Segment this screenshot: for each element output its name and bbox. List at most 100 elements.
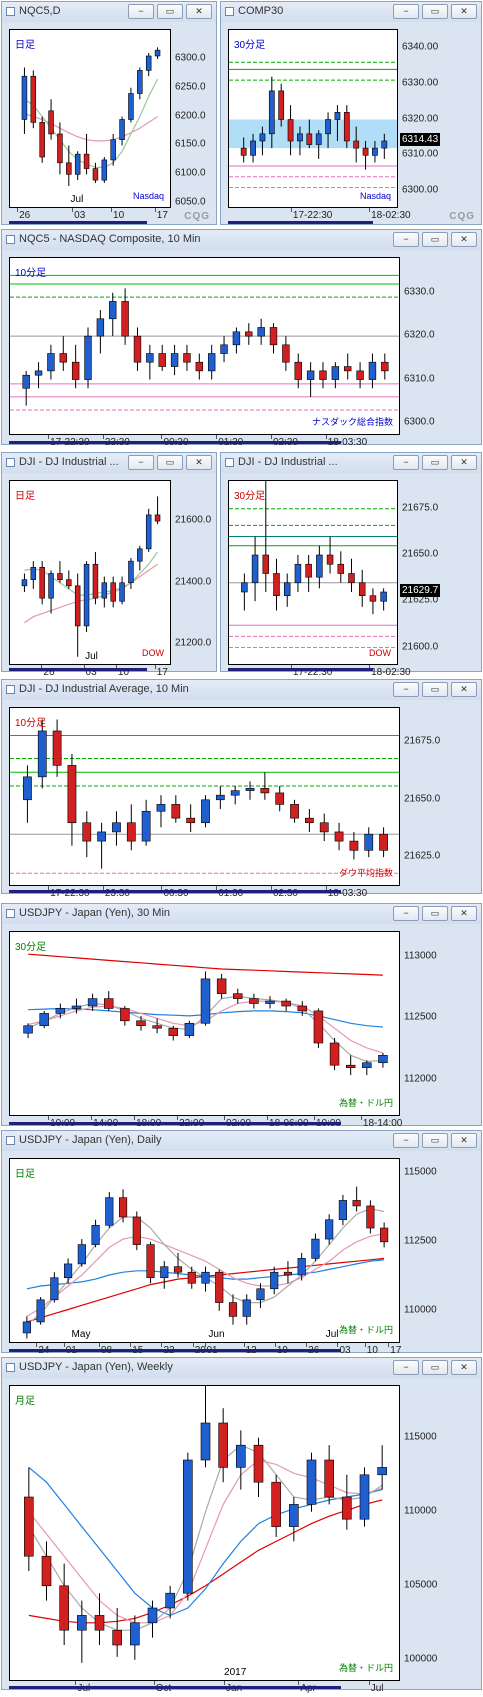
instrument-label: ナスダック総合指数 — [311, 417, 393, 427]
time-tick-label: 18-14:00 — [362, 1118, 403, 1129]
minimize-button[interactable]: − — [393, 906, 419, 921]
maximize-button[interactable]: ▭ — [422, 682, 448, 697]
candle-body — [334, 831, 344, 842]
candle-body — [230, 790, 240, 796]
candle-body — [304, 817, 314, 824]
scroll-bar[interactable] — [9, 668, 147, 671]
plot-area: 日足 為替・ドル円 — [9, 1158, 400, 1343]
maximize-button[interactable]: ▭ — [422, 232, 448, 247]
candle-body — [241, 582, 248, 593]
close-button[interactable]: ✕ — [451, 682, 477, 697]
close-button[interactable]: ✕ — [186, 4, 212, 19]
time-tick-label: 03 — [339, 1345, 351, 1356]
candle-body — [187, 1271, 196, 1284]
time-tick — [337, 1343, 339, 1347]
scroll-bar[interactable] — [9, 221, 147, 224]
price-chart-svg — [21, 47, 161, 186]
minimize-button[interactable]: − — [393, 232, 419, 247]
candle-body — [319, 370, 327, 380]
candle-body — [57, 133, 63, 164]
maximize-button[interactable]: ▭ — [422, 1360, 448, 1375]
time-tick — [192, 1343, 194, 1347]
close-button[interactable]: ✕ — [451, 232, 477, 247]
candle-body — [50, 1277, 59, 1301]
candle-body — [326, 554, 334, 565]
candle-body — [325, 1219, 334, 1240]
close-button[interactable]: ✕ — [451, 455, 477, 470]
candle-body — [41, 1555, 52, 1587]
window-icon — [6, 1363, 15, 1372]
candle-body — [39, 1013, 49, 1027]
candle-body — [84, 335, 92, 380]
moving-average-line — [24, 551, 159, 596]
candle-body — [362, 147, 369, 156]
time-tick-label: 10 — [113, 210, 125, 221]
instrument-label: 為替・ドル円 — [338, 1663, 393, 1673]
minimize-button[interactable]: − — [128, 455, 154, 470]
candle-body — [92, 563, 99, 599]
close-button[interactable]: ✕ — [186, 455, 212, 470]
scroll-bar[interactable] — [9, 890, 342, 893]
close-button[interactable]: ✕ — [451, 1360, 477, 1375]
scroll-bar[interactable] — [9, 1122, 342, 1125]
candle-body — [110, 582, 116, 602]
window-icon — [6, 235, 15, 244]
period-label: Jul — [70, 194, 84, 205]
window-title: NQC5,D — [19, 5, 61, 17]
candle-body — [369, 595, 377, 602]
candle-body — [110, 139, 116, 161]
time-tick-label: 23:30 — [104, 888, 130, 899]
candle-body — [240, 147, 247, 156]
scroll-bar[interactable] — [228, 668, 373, 671]
candle-body — [325, 119, 331, 135]
maximize-button[interactable]: ▭ — [157, 4, 183, 19]
close-button[interactable]: ✕ — [451, 1133, 477, 1148]
candle-body — [378, 1055, 388, 1064]
moving-average-line — [26, 1233, 385, 1317]
candle-body — [171, 804, 181, 819]
candle-body — [48, 110, 54, 135]
candle-body — [21, 579, 28, 587]
chart-window-p5: DJI - DJ Industrial ... − ▭ ✕ 30分足 DOW 21675.0… — [220, 452, 482, 678]
candle-body — [66, 579, 72, 587]
maximize-button[interactable]: ▭ — [422, 1133, 448, 1148]
candle-body — [103, 998, 114, 1009]
candle-body — [74, 585, 81, 627]
minimize-button[interactable]: − — [393, 1360, 419, 1375]
maximize-button[interactable]: ▭ — [422, 4, 448, 19]
minimize-button[interactable]: − — [128, 4, 154, 19]
price-tick-label: 6310.0 — [404, 373, 435, 385]
candle-body — [24, 1496, 34, 1557]
maximize-button[interactable]: ▭ — [422, 906, 448, 921]
title-bar: DJI - DJ Industrial ... − ▭ ✕ — [2, 453, 216, 473]
chart-window-p7: USDJPY - Japan (Yen), 30 Min − ▭ ✕ 30分足 為替・ドル… — [1, 903, 482, 1129]
price-tick-label: 6300.0 — [175, 52, 206, 64]
scroll-bar[interactable] — [228, 221, 373, 224]
price-tick-label: 21675.0 — [402, 502, 439, 514]
scroll-bar[interactable] — [9, 1686, 342, 1689]
period-label: Jul — [85, 651, 98, 662]
close-button[interactable]: ✕ — [451, 4, 477, 19]
close-button[interactable]: ✕ — [451, 906, 477, 921]
scroll-bar[interactable] — [9, 441, 342, 444]
period-label: Jul — [325, 1329, 339, 1340]
time-tick — [267, 1116, 269, 1120]
window-title: DJI - DJ Industrial ... — [238, 456, 338, 468]
maximize-button[interactable]: ▭ — [422, 455, 448, 470]
minimize-button[interactable]: − — [393, 682, 419, 697]
minimize-button[interactable]: − — [393, 4, 419, 19]
candle-body — [245, 788, 255, 791]
price-tick-label: 115000 — [404, 1431, 437, 1443]
candle-body — [315, 133, 322, 145]
period-label: May — [71, 1329, 91, 1340]
maximize-button[interactable]: ▭ — [157, 455, 183, 470]
candle-body — [349, 840, 359, 851]
scroll-bar[interactable] — [9, 1349, 342, 1352]
candle-body — [37, 730, 47, 778]
minimize-button[interactable]: − — [393, 1133, 419, 1148]
instrument-label: ダウ平均指数 — [338, 868, 393, 878]
price-tick-label: 113000 — [404, 950, 437, 962]
price-tick-label: 6330.0 — [404, 286, 435, 298]
time-tick — [48, 1116, 50, 1120]
minimize-button[interactable]: − — [393, 455, 419, 470]
